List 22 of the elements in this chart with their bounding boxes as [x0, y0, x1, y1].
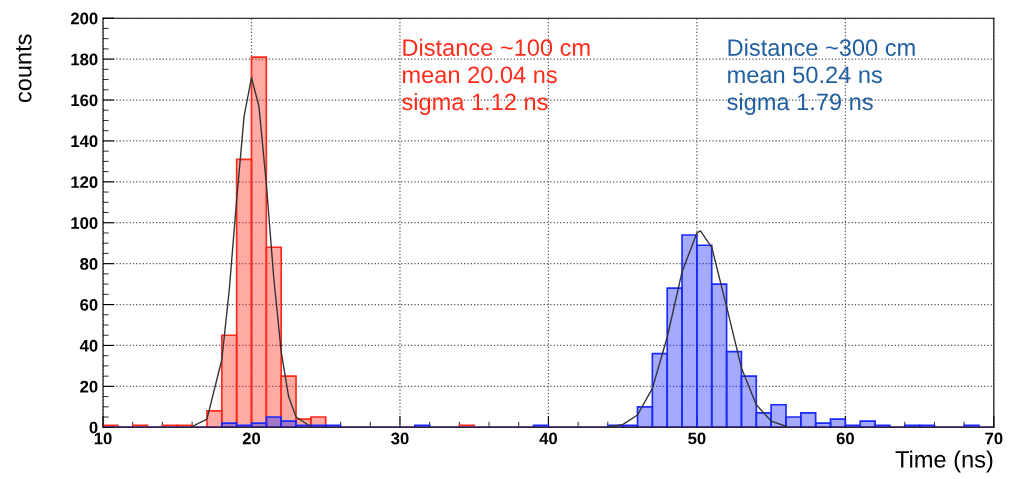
- y-tick-label: 80: [80, 258, 98, 270]
- y-tick-label: 160: [71, 94, 98, 107]
- annotation: Distance ~100 cm mean 20.04 ns sigma 1.12 ns: [402, 38, 590, 115]
- y-tick-label: 0: [89, 421, 98, 434]
- x-tick-label: 60: [836, 432, 854, 445]
- y-axis-title: counts: [16, 34, 32, 103]
- x-axis-title: Time (ns): [895, 450, 993, 473]
- y-tick-label: 100: [71, 217, 98, 229]
- x-tick-label: 40: [539, 432, 558, 445]
- x-tick-label: 50: [688, 432, 706, 445]
- y-tick-label: 120: [71, 176, 98, 189]
- y-tick-label: 40: [79, 339, 98, 352]
- x-tick-label: 20: [242, 432, 261, 445]
- y-tick-label: 200: [70, 12, 98, 25]
- x-tick-label: 70: [985, 432, 1003, 445]
- x-tick-label: 10: [94, 432, 112, 445]
- x-tick-label: 30: [391, 432, 409, 445]
- annotation: Distance ~300 cm mean 50.24 ns sigma 1.79 ns: [727, 38, 915, 115]
- y-tick-label: 60: [80, 298, 98, 311]
- y-tick-label: 180: [71, 53, 98, 66]
- y-tick-label: 140: [71, 135, 98, 148]
- y-tick-label: 20: [80, 380, 98, 393]
